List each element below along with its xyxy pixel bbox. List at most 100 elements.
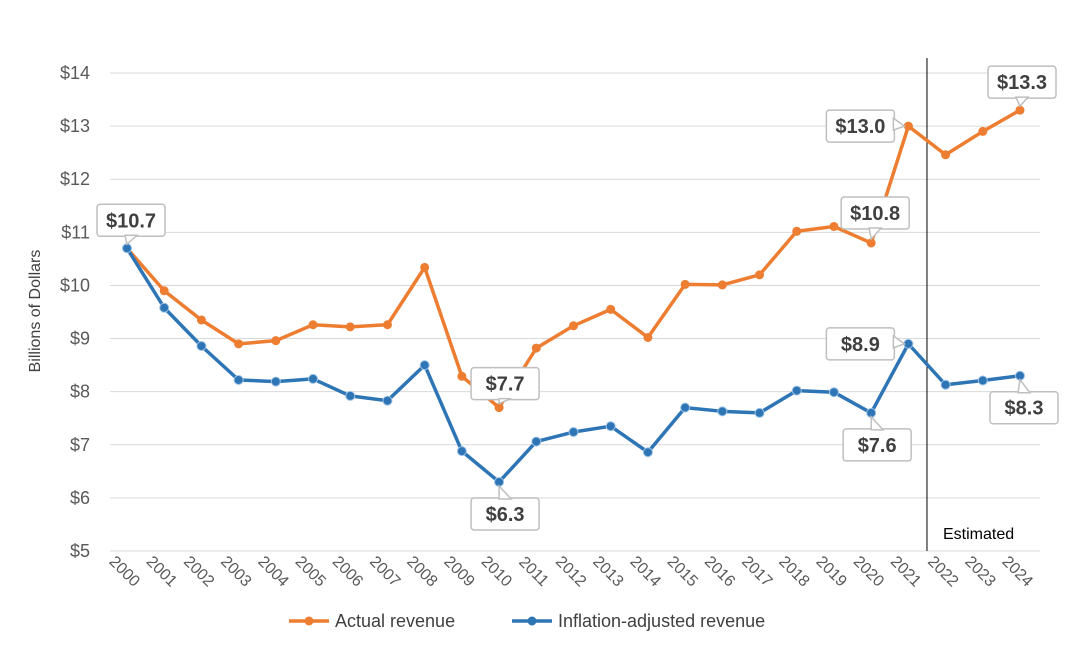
data-point	[680, 402, 691, 413]
data-point	[903, 121, 913, 131]
x-tick-label: 2019	[813, 553, 850, 590]
y-tick-label: $9	[70, 329, 90, 349]
legend-swatch-marker	[304, 616, 314, 626]
data-point	[680, 279, 690, 289]
data-point	[271, 336, 281, 346]
data-point	[940, 379, 951, 390]
callout-actual-2021: $13.0	[825, 109, 906, 143]
callout-label: $13.3	[997, 72, 1047, 94]
y-tick-label: $8	[70, 382, 90, 402]
data-point	[233, 374, 244, 385]
data-point	[531, 343, 541, 353]
data-point	[828, 387, 839, 398]
callout-label: $13.0	[835, 116, 885, 138]
data-point	[159, 286, 169, 296]
callout-adjusted-2021: $8.9	[825, 327, 906, 361]
y-tick-label: $7	[70, 435, 90, 455]
legend-label: Inflation-adjusted revenue	[558, 611, 765, 631]
y-tick-label: $6	[70, 488, 90, 508]
data-point	[382, 395, 393, 406]
x-tick-label: 2018	[775, 553, 812, 590]
callout-pointer	[1014, 96, 1030, 108]
data-point	[792, 226, 802, 236]
callout-actual-2010: $7.7	[470, 366, 540, 405]
estimate-divider: Estimated	[926, 58, 1014, 551]
callout-pointer	[870, 414, 885, 431]
callout-pointer	[124, 234, 139, 246]
y-axis-ticks: $5 $6 $7 $8 $9 $10 $11 $12 $13 $14	[60, 63, 90, 561]
x-tick-label: 2021	[887, 553, 924, 590]
callout-pointer	[892, 334, 906, 349]
data-point	[345, 322, 355, 332]
data-point	[494, 403, 504, 413]
data-point	[978, 126, 988, 136]
callout-actual-2024: $13.3	[987, 65, 1057, 108]
y-tick-label: $14	[60, 63, 90, 83]
y-tick-label: $11	[61, 222, 90, 242]
data-point	[457, 371, 467, 381]
data-point	[717, 280, 727, 290]
data-point	[196, 315, 206, 325]
data-point	[382, 320, 392, 330]
x-axis-ticks: 2000 2001 2002 2003 2004 2005 2006 2007 2008 2009…	[106, 553, 1036, 590]
callout-label: $8.9	[841, 334, 880, 356]
callout-pointer	[498, 484, 513, 500]
data-point	[866, 238, 876, 248]
x-tick-label: 2017	[738, 553, 775, 590]
x-tick-label: 2005	[292, 553, 329, 590]
legend: Actual revenue Inflation-adjusted revenue	[289, 611, 765, 631]
x-tick-label: 2003	[217, 553, 254, 590]
data-point	[531, 436, 542, 447]
callout-label: $10.7	[106, 210, 156, 232]
data-point	[755, 270, 765, 280]
x-tick-label: 2000	[106, 553, 143, 590]
data-point	[308, 373, 319, 384]
estimate-label: Estimated	[943, 526, 1014, 543]
legend-swatch-marker	[527, 616, 537, 626]
data-point	[1015, 105, 1025, 115]
callout-pointer	[1017, 377, 1032, 394]
x-tick-label: 2002	[180, 553, 217, 590]
x-tick-label: 2001	[143, 553, 180, 590]
x-tick-label: 2009	[440, 553, 477, 590]
x-tick-label: 2016	[701, 553, 738, 590]
data-point	[196, 340, 207, 351]
x-tick-label: 2020	[850, 553, 887, 590]
data-point	[791, 385, 802, 396]
data-point	[829, 221, 839, 231]
data-point	[308, 320, 318, 330]
x-tick-label: 2024	[999, 553, 1036, 590]
data-point	[234, 339, 244, 349]
y-tick-label: $10	[60, 275, 90, 295]
x-tick-label: 2012	[552, 553, 589, 590]
data-point	[569, 321, 578, 331]
data-point	[420, 262, 430, 272]
data-point	[159, 302, 170, 313]
callout-adjusted-2024: $8.3	[989, 377, 1059, 425]
data-point	[977, 375, 988, 386]
data-point	[941, 150, 951, 160]
series-lines	[122, 105, 1025, 487]
x-tick-label: 2011	[515, 554, 551, 590]
x-tick-label: 2008	[403, 553, 440, 590]
y-tick-label: $12	[60, 169, 90, 189]
legend-label: Actual revenue	[335, 611, 455, 631]
callout-adjusted-2010: $6.3	[470, 484, 540, 531]
y-tick-label: $13	[60, 116, 90, 136]
x-tick-label: 2006	[329, 553, 366, 590]
callout-label: $6.3	[486, 504, 525, 526]
callout-label: $7.6	[858, 435, 897, 457]
gridlines	[110, 72, 1040, 552]
callout-pointer	[868, 227, 883, 241]
data-point	[754, 407, 765, 418]
data-point	[568, 427, 579, 438]
y-tick-label: $5	[70, 541, 90, 561]
x-tick-label: 2013	[589, 553, 626, 590]
callout-label: $10.8	[850, 203, 900, 225]
callout-actual-2000: $10.7	[96, 203, 166, 246]
data-point	[642, 447, 653, 458]
series-line-actual-revenue	[125, 108, 1021, 410]
data-point	[419, 360, 430, 371]
x-tick-label: 2004	[254, 553, 291, 590]
